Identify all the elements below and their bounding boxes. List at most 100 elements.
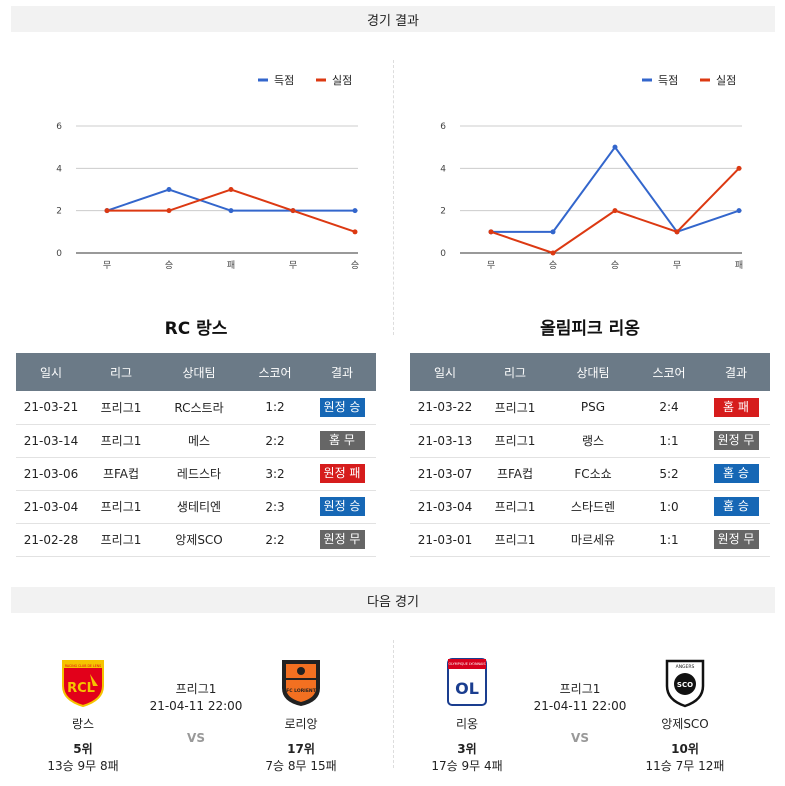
team-title-lens: RC 랑스 (164, 319, 228, 339)
home-team-record: 13승 9무 8패 (47, 759, 119, 773)
vs-label: VS (571, 731, 589, 745)
svg-text:ANGERS: ANGERS (676, 664, 695, 670)
result-badge: 원정 무 (713, 431, 759, 450)
away-team-rank: 10위 (671, 742, 699, 756)
table-row: 21-02-28 프리그1 앙제SCO 2:2 원정 무 (16, 523, 376, 557)
y-tick-label: 2 (440, 207, 446, 217)
data-point (104, 208, 110, 214)
cell-date: 21-03-22 (410, 391, 480, 425)
table-row: 21-03-06 프FA컵 레드스타 3:2 원정 패 (16, 457, 376, 491)
cell-result: 홈 무 (308, 424, 376, 458)
match-info: 프리그1 21-04-11 22:00 VS (146, 680, 246, 745)
y-tick-label: 4 (56, 164, 62, 174)
cell-score: 5:2 (636, 457, 702, 491)
cell-date: 21-03-06 (16, 457, 86, 491)
x-tick-label: 승 (611, 260, 619, 271)
y-tick-label: 0 (440, 249, 446, 259)
x-tick-label: 무 (289, 260, 297, 271)
cell-league: 프리그1 (86, 424, 156, 458)
data-point (228, 187, 234, 192)
column-header: 스코어 (636, 353, 702, 391)
cell-score: 2:4 (636, 391, 702, 425)
cell-result: 홈 승 (702, 490, 770, 524)
away-team-name: 앙제SCO (661, 717, 709, 731)
away-team: ANGERS SCO 앙제SCO 10위 11승 7무 12패 (630, 650, 740, 774)
column-header: 상대팀 (156, 353, 242, 391)
cell-score: 2:2 (242, 424, 308, 458)
cell-result: 원정 승 (308, 391, 376, 425)
away-team-record: 11승 7무 12패 (645, 759, 725, 773)
data-point (228, 208, 234, 214)
x-tick-label: 승 (549, 260, 557, 271)
x-tick-label: 패 (735, 260, 743, 271)
rc-lens-crest-icon: RACING CLUB DE LENS RCL (62, 660, 104, 708)
y-tick-label: 2 (56, 207, 62, 217)
table-row: 21-03-13 프리그1 랭스 1:1 원정 무 (410, 424, 770, 458)
cell-date: 21-03-07 (410, 457, 480, 491)
cell-score: 1:0 (636, 490, 702, 524)
result-badge: 원정 승 (319, 497, 365, 516)
result-badge: 원정 무 (319, 530, 365, 549)
cell-score: 3:2 (242, 457, 308, 491)
cell-opponent: 앙제SCO (156, 523, 242, 557)
next-match-section-title: 다음 경기 (367, 594, 419, 610)
cell-result: 원정 패 (308, 457, 376, 491)
data-point (166, 187, 172, 192)
data-point (166, 208, 172, 214)
away-team: FC LORIENT 로리앙 17위 7승 8무 15패 (246, 650, 356, 774)
angers-sco-crest-icon: ANGERS SCO (665, 659, 705, 708)
table-row: 21-03-22 프리그1 PSG 2:4 홈 패 (410, 391, 770, 425)
x-tick-label: 패 (227, 260, 235, 271)
cell-league: 프리그1 (86, 523, 156, 557)
away-team-record: 7승 8무 15패 (265, 759, 337, 773)
cell-result: 홈 패 (702, 391, 770, 425)
cell-league: 프리그1 (480, 523, 550, 557)
result-badge: 홈 무 (319, 431, 365, 450)
cell-opponent: 메스 (156, 424, 242, 458)
home-team-rank: 5위 (73, 742, 93, 756)
data-point (550, 229, 556, 235)
olympique-lyonnais-crest-icon: OLYMPIQUE LYONNAIS OL (447, 658, 487, 706)
x-tick-label: 승 (165, 260, 173, 271)
result-badge: 원정 무 (713, 530, 759, 549)
next-match-section-header: 다음 경기 (11, 587, 775, 613)
home-team: OLYMPIQUE LYONNAIS OL 리옹 3위 17승 9무 4패 (412, 650, 522, 774)
table-row: 21-03-01 프리그1 마르세유 1:1 원정 무 (410, 523, 770, 557)
data-point (612, 208, 618, 214)
goals-chart-lyon: 득점 실점 0 2 4 6 무 승 승 무 패 (440, 74, 743, 271)
away-team-name: 로리앙 (284, 717, 318, 731)
column-header: 리그 (480, 353, 550, 391)
home-team-name: 리옹 (455, 717, 479, 731)
match-league: 프리그1 (175, 682, 217, 696)
cell-result: 원정 승 (308, 490, 376, 524)
result-badge: 원정 패 (319, 464, 365, 483)
result-badge: 홈 승 (713, 497, 759, 516)
cell-league: 프FA컵 (480, 457, 550, 491)
data-point (550, 250, 556, 256)
vs-label: VS (187, 731, 205, 745)
match-league: 프리그1 (559, 682, 601, 696)
match-datetime: 21-04-11 22:00 (149, 699, 243, 713)
cell-result: 원정 무 (702, 424, 770, 458)
away-team-rank: 17위 (287, 742, 315, 756)
y-tick-label: 0 (56, 249, 62, 259)
match-info: 프리그1 21-04-11 22:00 VS (530, 680, 630, 745)
match-datetime: 21-04-11 22:00 (533, 699, 627, 713)
table-row: 21-03-04 프리그1 생테티엔 2:3 원정 승 (16, 490, 376, 524)
cell-opponent: 스타드렌 (550, 490, 636, 524)
cell-score: 1:2 (242, 391, 308, 425)
y-tick-label: 4 (440, 164, 446, 174)
x-tick-label: 무 (487, 260, 495, 271)
column-header: 일시 (16, 353, 86, 391)
cell-date: 21-03-21 (16, 391, 86, 425)
data-point (290, 208, 296, 214)
data-point (736, 208, 742, 214)
cell-result: 원정 무 (702, 523, 770, 557)
home-team-record: 17승 9무 4패 (431, 759, 503, 773)
cell-score: 2:3 (242, 490, 308, 524)
home-team-rank: 3위 (457, 742, 477, 756)
data-point (352, 229, 358, 235)
result-badge: 홈 승 (713, 464, 759, 483)
x-tick-label: 무 (673, 260, 681, 271)
cell-score: 1:1 (636, 523, 702, 557)
